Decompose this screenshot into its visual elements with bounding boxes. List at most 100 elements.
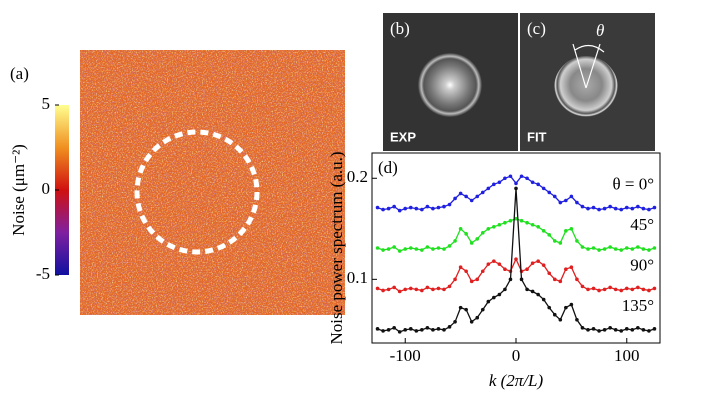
data-point xyxy=(530,261,535,265)
data-point xyxy=(475,237,480,241)
data-point xyxy=(386,206,391,211)
data-point xyxy=(580,326,585,330)
data-point xyxy=(575,200,579,205)
data-point xyxy=(442,204,446,209)
data-point xyxy=(403,328,408,332)
data-point xyxy=(381,248,385,252)
x-tick-label: -100 xyxy=(390,346,421,365)
data-point xyxy=(558,241,563,245)
noise-texture xyxy=(80,50,345,315)
data-point xyxy=(591,286,596,291)
data-point xyxy=(497,222,502,227)
data-point xyxy=(647,329,651,333)
data-point xyxy=(547,271,552,276)
data-point xyxy=(652,286,657,291)
data-point xyxy=(375,246,380,250)
data-point xyxy=(420,248,424,252)
data-point xyxy=(469,241,474,245)
data-point xyxy=(647,288,651,293)
data-point xyxy=(641,287,646,292)
y-tick-label: 0.1 xyxy=(347,268,368,287)
data-point xyxy=(414,247,419,251)
data-point xyxy=(613,328,618,332)
data-point xyxy=(580,204,585,209)
data-point xyxy=(525,287,529,292)
data-point xyxy=(636,326,640,330)
data-point xyxy=(597,329,601,333)
data-point xyxy=(480,269,485,274)
data-point xyxy=(641,328,646,332)
data-point xyxy=(392,285,396,290)
data-point xyxy=(641,247,646,251)
data-point xyxy=(486,262,491,266)
data-point xyxy=(508,174,513,179)
data-point xyxy=(619,329,624,333)
data-point xyxy=(519,218,524,223)
data-point xyxy=(453,196,457,201)
data-point xyxy=(636,204,640,209)
data-point xyxy=(586,206,590,211)
data-point xyxy=(403,287,408,292)
data-point xyxy=(525,220,529,225)
data-point xyxy=(602,206,607,211)
data-point xyxy=(591,205,596,210)
data-point xyxy=(447,325,452,329)
data-point xyxy=(469,279,474,284)
panel-label: (d) xyxy=(378,158,398,177)
data-point xyxy=(453,319,457,324)
data-point xyxy=(619,288,624,293)
colorbar-tick-label: 0 xyxy=(42,179,51,198)
data-point xyxy=(608,326,612,330)
data-point xyxy=(458,191,463,196)
series-line xyxy=(377,218,655,252)
data-point xyxy=(453,277,457,282)
angle-symbol: θ xyxy=(596,21,604,40)
data-point xyxy=(558,317,563,322)
data-point xyxy=(547,305,552,310)
image-caption: EXP xyxy=(390,129,416,144)
data-point xyxy=(647,207,651,212)
data-point xyxy=(525,176,529,181)
y-axis-label: Noise power spectrum (a.u.) xyxy=(327,151,346,344)
data-point xyxy=(624,286,629,291)
data-point xyxy=(492,259,496,263)
data-point xyxy=(447,202,452,207)
data-point xyxy=(591,246,596,250)
data-point xyxy=(464,269,468,274)
data-point xyxy=(425,326,430,330)
panel-label: (c) xyxy=(527,19,546,38)
data-point xyxy=(564,229,568,233)
data-point xyxy=(420,207,424,212)
x-tick-label: 0 xyxy=(512,346,521,365)
exp-ring xyxy=(418,53,482,117)
data-point xyxy=(431,328,435,332)
data-point xyxy=(381,207,385,212)
data-point xyxy=(503,267,507,272)
dashed-circle xyxy=(134,129,260,255)
data-point xyxy=(613,247,618,251)
data-point xyxy=(436,327,441,331)
x-tick-label: 100 xyxy=(614,346,640,365)
data-point xyxy=(613,206,618,211)
data-point xyxy=(414,287,419,292)
data-point xyxy=(619,248,624,252)
panel-label: (a) xyxy=(10,64,29,83)
data-point xyxy=(636,285,640,290)
data-point xyxy=(569,194,574,199)
series-label: 90° xyxy=(630,255,654,274)
data-point xyxy=(647,248,651,252)
data-point xyxy=(425,245,430,249)
data-point xyxy=(503,287,507,292)
data-point xyxy=(403,206,408,211)
data-point xyxy=(381,288,385,293)
data-point xyxy=(514,216,518,221)
data-point xyxy=(386,287,391,292)
data-point xyxy=(536,292,540,297)
data-point xyxy=(408,205,413,210)
data-point xyxy=(624,246,629,250)
data-point xyxy=(464,194,468,199)
data-point xyxy=(392,326,396,330)
angle-line xyxy=(585,43,601,89)
data-point xyxy=(558,279,563,284)
